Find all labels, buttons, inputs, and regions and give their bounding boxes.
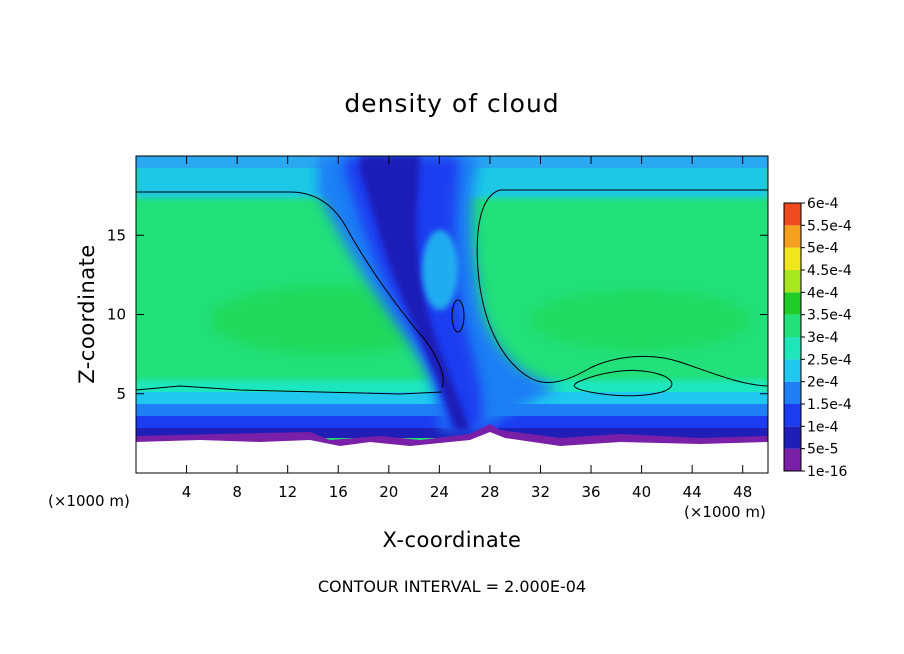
x-axis-ticks: 4 8 12 16 20 24 28 32 36 40 44 48 <box>182 156 752 501</box>
colorbar-label: 6e-4 <box>807 196 839 212</box>
x-tick-label: 20 <box>379 483 398 501</box>
colorbar-swatch <box>784 247 801 270</box>
colorbar-swatch <box>784 381 801 404</box>
y-tick-label: 15 <box>107 226 126 244</box>
x-tick-label: 28 <box>480 483 499 501</box>
colorbar-swatch <box>784 292 801 315</box>
y-axis-ticks: 5 10 15 <box>107 226 768 403</box>
colorbar-label: 4e-4 <box>807 285 839 301</box>
colorbar-label: 4.5e-4 <box>807 263 852 279</box>
x-tick-label: 16 <box>329 483 348 501</box>
x-tick-label: 48 <box>733 483 752 501</box>
x-tick-label: 36 <box>581 483 600 501</box>
colorbar-label: 1e-16 <box>807 464 847 480</box>
colorbar-label: 1e-4 <box>807 419 839 435</box>
colorbar-swatch <box>784 203 801 226</box>
colorbar-swatch <box>784 404 801 427</box>
colorbar-swatch <box>784 359 801 382</box>
x-tick-label: 12 <box>278 483 297 501</box>
x-tick-label: 24 <box>430 483 449 501</box>
chart-title: density of cloud <box>344 89 559 118</box>
contour-line-upper <box>136 191 444 389</box>
heatmap-field <box>136 156 768 473</box>
contour-line-right <box>476 189 768 387</box>
contour-closed-small <box>451 299 465 333</box>
x-unit-label-left: (×1000 m) <box>48 492 130 510</box>
colorbar-swatch <box>784 426 801 449</box>
colorbar-label: 5e-4 <box>807 241 839 257</box>
y-axis-title: Z-coordinate <box>75 244 99 384</box>
colorbar-label: 1.5e-4 <box>807 397 852 413</box>
colorbar: 1e-16 5e-5 1e-4 1.5e-4 2e-4 2.5e-4 3e-4 3.5e-4 4… <box>783 196 852 480</box>
x-tick-label: 44 <box>683 483 702 501</box>
x-unit-label-right: (×1000 m) <box>684 503 766 521</box>
y-tick-label: 5 <box>116 385 126 403</box>
colorbar-label: 2.5e-4 <box>807 352 852 368</box>
contour-interval-note: CONTOUR INTERVAL = 2.000E-04 <box>318 577 586 596</box>
colorbar-swatch <box>784 225 801 248</box>
colorbar-swatch <box>784 314 801 337</box>
contour-line-lower <box>136 385 443 395</box>
x-tick-label: 32 <box>531 483 550 501</box>
x-tick-label: 40 <box>632 483 651 501</box>
colorbar-label: 3e-4 <box>807 330 839 346</box>
colorbar-label: 5e-5 <box>807 442 838 458</box>
y-tick-label: 10 <box>107 306 126 324</box>
colorbar-label: 2e-4 <box>807 375 839 391</box>
colorbar-swatch <box>784 270 801 293</box>
colorbar-swatch <box>784 337 801 360</box>
contour-closed-right <box>573 369 673 397</box>
x-tick-label: 4 <box>182 483 192 501</box>
x-tick-label: 8 <box>232 483 242 501</box>
colorbar-label: 5.5e-4 <box>807 218 852 234</box>
colorbar-swatch <box>784 448 801 471</box>
x-axis-title: X-coordinate <box>383 528 522 552</box>
colorbar-label: 3.5e-4 <box>807 308 852 324</box>
